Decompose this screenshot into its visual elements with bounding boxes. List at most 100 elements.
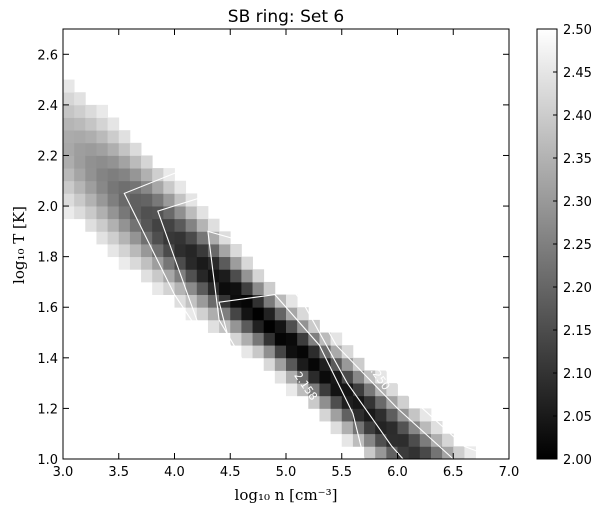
heatmap-cell bbox=[375, 370, 387, 384]
x-tick-label: 5.0 bbox=[276, 465, 297, 480]
heatmap-cell bbox=[118, 130, 131, 144]
heatmap-cell bbox=[207, 244, 220, 258]
heatmap-cell bbox=[397, 446, 410, 460]
heatmap-cell bbox=[207, 307, 220, 321]
heatmap-cell bbox=[230, 332, 242, 346]
heatmap-cell bbox=[174, 269, 187, 283]
heatmap-cell bbox=[464, 446, 476, 460]
heatmap-cell bbox=[241, 294, 253, 308]
x-tick-label: 6.0 bbox=[387, 465, 408, 480]
heatmap-cell bbox=[96, 142, 108, 156]
heatmap-cell bbox=[341, 433, 354, 447]
heatmap-cell bbox=[408, 446, 421, 460]
heatmap-cell bbox=[375, 446, 387, 460]
y-tick-label: 1.2 bbox=[37, 402, 58, 417]
heatmap-cell bbox=[397, 408, 410, 422]
heatmap-cell bbox=[163, 269, 175, 283]
heatmap-cell bbox=[230, 256, 242, 270]
heatmap-cell bbox=[174, 206, 187, 220]
heatmap-cell bbox=[63, 155, 75, 169]
heatmap-cell bbox=[341, 345, 354, 359]
heatmap-cell bbox=[219, 281, 231, 295]
heatmap-cell bbox=[96, 104, 108, 118]
heatmap-cell bbox=[163, 193, 175, 207]
heatmap-cell bbox=[408, 421, 421, 435]
heatmap-cell bbox=[308, 395, 320, 409]
heatmap-cell bbox=[96, 193, 108, 207]
colorbar-tick-label: 2.20 bbox=[563, 281, 592, 296]
heatmap-cell bbox=[163, 256, 175, 270]
heatmap-cell bbox=[129, 256, 142, 270]
heatmap-cell bbox=[375, 408, 387, 422]
heatmap-cell bbox=[74, 130, 86, 144]
heatmap-cell bbox=[174, 294, 187, 308]
heatmap-cell bbox=[74, 104, 86, 118]
heatmap-cell bbox=[330, 408, 343, 422]
heatmap-cell bbox=[118, 168, 131, 182]
heatmap-cell bbox=[308, 370, 320, 384]
heatmap-cell bbox=[141, 193, 153, 207]
colorbar-tick-label: 2.05 bbox=[563, 410, 592, 425]
x-tick-label: 6.5 bbox=[443, 465, 464, 480]
heatmap-cell bbox=[375, 421, 387, 435]
heatmap-cell bbox=[163, 168, 175, 182]
heatmap-cell bbox=[207, 218, 220, 232]
heatmap-cell bbox=[386, 421, 398, 435]
heatmap-cell bbox=[129, 168, 142, 182]
heatmap-cell bbox=[230, 269, 242, 283]
heatmap-cell bbox=[63, 104, 75, 118]
heatmap-cell bbox=[252, 319, 265, 333]
heatmap-cell bbox=[330, 332, 343, 346]
heatmap-cell bbox=[185, 193, 198, 207]
heatmap-cell bbox=[118, 256, 131, 270]
x-tick-label: 7.0 bbox=[499, 465, 520, 480]
heatmap-cell bbox=[386, 433, 398, 447]
y-tick-label: 1.4 bbox=[37, 352, 58, 367]
heatmap-cell bbox=[274, 307, 287, 321]
heatmap-cell bbox=[219, 269, 231, 283]
heatmap-cell bbox=[352, 433, 365, 447]
heatmap-cell bbox=[442, 433, 454, 447]
heatmap-cell bbox=[96, 180, 108, 194]
heatmap-cell bbox=[286, 294, 298, 308]
heatmap-cell bbox=[230, 244, 242, 258]
contour-label: 2.342 bbox=[308, 289, 337, 322]
heatmap-cell bbox=[330, 345, 343, 359]
heatmap-cell bbox=[118, 206, 131, 220]
y-tick-label: 1.0 bbox=[37, 453, 58, 468]
colorbar-tick-label: 2.40 bbox=[563, 109, 592, 124]
heatmap-cell bbox=[375, 433, 387, 447]
heatmap-cell bbox=[152, 231, 164, 245]
heatmap-cell bbox=[185, 294, 198, 308]
heatmap-cell bbox=[185, 256, 198, 270]
heatmap-cell bbox=[107, 218, 120, 232]
heatmap-cell bbox=[397, 395, 410, 409]
heatmap-cell bbox=[219, 256, 231, 270]
heatmap-cell bbox=[419, 408, 432, 422]
heatmap-cell bbox=[419, 446, 432, 460]
contour-lines bbox=[123, 154, 499, 460]
heatmap-cell bbox=[85, 142, 97, 156]
heatmap-cell bbox=[141, 155, 153, 169]
y-tick-label: 1.6 bbox=[37, 301, 58, 316]
heatmap-cell bbox=[319, 395, 331, 409]
heatmap-cell bbox=[252, 345, 265, 359]
heatmap-cell bbox=[74, 142, 86, 156]
heatmap-cell bbox=[274, 332, 287, 346]
x-tick-label: 3.5 bbox=[108, 465, 129, 480]
heatmap-cell bbox=[297, 345, 309, 359]
heatmap-cell bbox=[174, 231, 187, 245]
heatmap-cell bbox=[107, 206, 120, 220]
heatmap-cell bbox=[74, 193, 86, 207]
heatmap-cell bbox=[96, 168, 108, 182]
heatmap-cell bbox=[352, 408, 365, 422]
chart-title: SB ring: Set 6 bbox=[228, 7, 344, 27]
heatmap-cell bbox=[453, 446, 465, 460]
heatmap-cell bbox=[185, 206, 198, 220]
heatmap-cell bbox=[219, 244, 231, 258]
heatmap-cell bbox=[263, 307, 276, 321]
heatmap-cell bbox=[352, 421, 365, 435]
heatmap-cell bbox=[352, 370, 365, 384]
heatmap-cell bbox=[96, 231, 108, 245]
heatmap-cell bbox=[286, 319, 298, 333]
